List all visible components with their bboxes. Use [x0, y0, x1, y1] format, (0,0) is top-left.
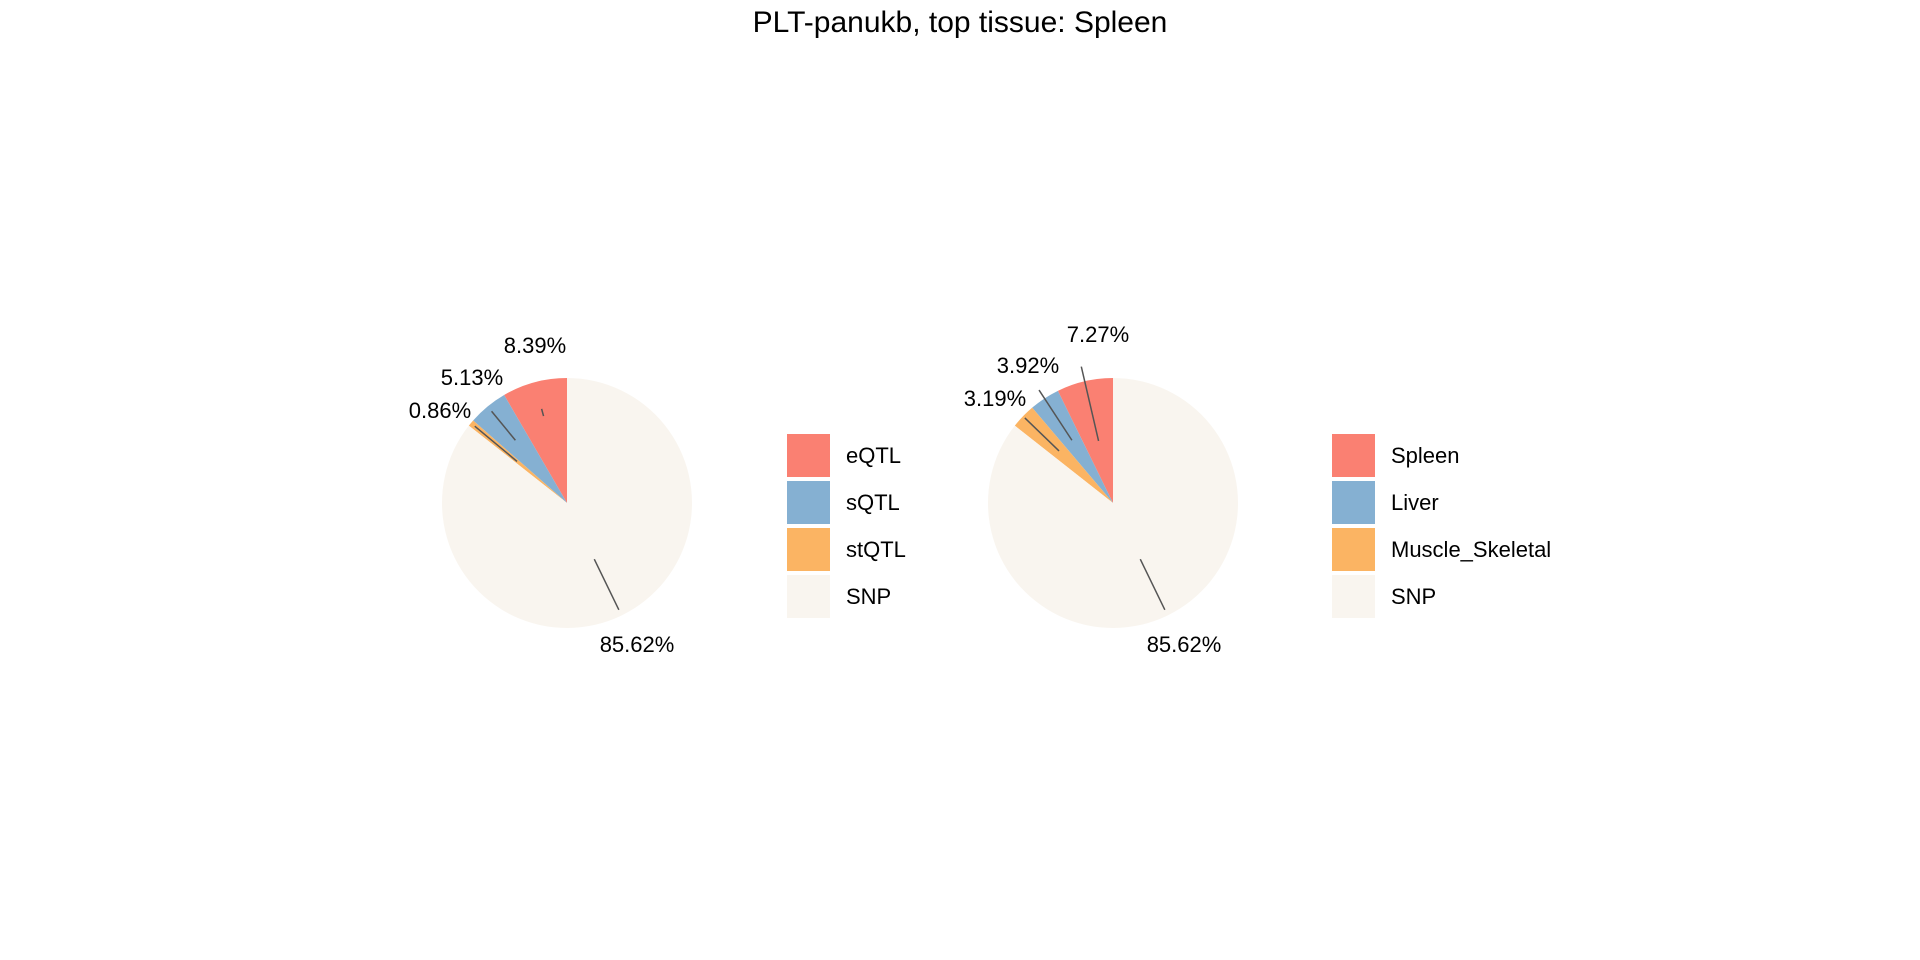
- pie-slice-eqtl: [504, 378, 567, 503]
- legend-label: SNP: [846, 584, 891, 609]
- slice-percentage-label: 5.13%: [441, 365, 503, 390]
- legend-swatch: [1332, 528, 1375, 571]
- legend-swatch: [787, 575, 830, 618]
- legend-label: stQTL: [846, 537, 906, 562]
- label-leader-line: [1038, 389, 1073, 441]
- slice-percentage-label: 3.19%: [964, 386, 1026, 411]
- slice-percentage-label: 85.62%: [600, 632, 675, 657]
- pie-slice-snp: [988, 378, 1239, 629]
- pie-chart-tissues: 7.27% 3.92% 3.19% 85.62% Spleen Liver Muscle_S…: [964, 322, 1551, 657]
- legend-label: sQTL: [846, 490, 900, 515]
- label-leader-line: [490, 410, 516, 441]
- pie-slice-spleen: [1057, 378, 1113, 503]
- legend-swatch: [787, 434, 830, 477]
- label-leader-line: [540, 408, 545, 417]
- pie-slice-sqtl: [473, 394, 567, 503]
- label-leader-line: [474, 425, 518, 462]
- legend-label: eQTL: [846, 443, 901, 468]
- label-leader-line: [593, 558, 620, 611]
- legend-swatch: [787, 528, 830, 571]
- pie-slice-snp: [442, 378, 693, 629]
- pie-slice-liver: [1032, 390, 1113, 503]
- label-leader-line: [1080, 366, 1100, 442]
- slice-percentage-label: 3.92%: [997, 353, 1059, 378]
- slice-percentage-label: 85.62%: [1147, 632, 1222, 657]
- legend-swatch: [787, 481, 830, 524]
- legend-label: SNP: [1391, 584, 1436, 609]
- legend-label: Liver: [1391, 490, 1439, 515]
- slice-percentage-label: 7.27%: [1067, 322, 1129, 347]
- pie-chart-eqtl-types: 8.39%5.13% 0.86% 85.62% eQTL sQTL stQTL SNP: [409, 333, 906, 657]
- legend-swatch: [1332, 434, 1375, 477]
- legend-label: Spleen: [1391, 443, 1460, 468]
- slice-percentage-label: 8.39%: [504, 333, 566, 358]
- legend-label: Muscle_Skeletal: [1391, 537, 1551, 562]
- legend-swatch: [1332, 575, 1375, 618]
- legend-swatch: [1332, 481, 1375, 524]
- label-leader-line: [1139, 558, 1166, 611]
- chart-title: PLT-panukb, top tissue: Spleen: [753, 6, 1168, 39]
- label-leader-line: [1024, 417, 1060, 452]
- slice-percentage-label: 0.86%: [409, 398, 471, 423]
